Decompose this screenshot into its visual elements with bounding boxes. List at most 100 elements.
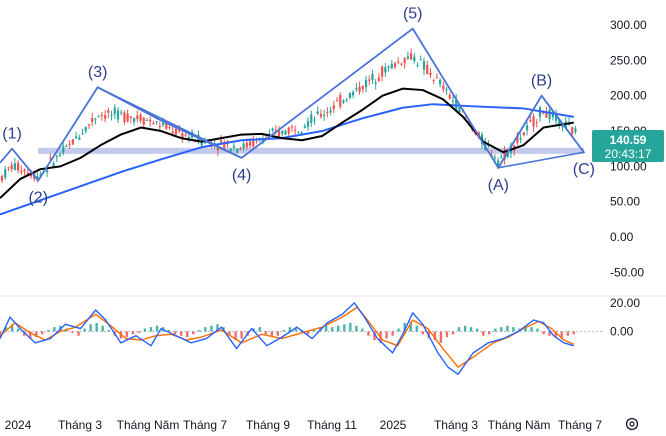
macd-bar	[125, 331, 129, 338]
candle-body	[406, 56, 410, 59]
candle-body	[516, 136, 519, 143]
candle-body	[23, 169, 26, 172]
candle-body	[97, 116, 100, 118]
candle-body	[387, 66, 390, 68]
candle-body	[20, 170, 23, 173]
time-axis-tick: Tháng 7	[558, 418, 602, 432]
candle-body	[435, 77, 438, 79]
candle-body	[352, 91, 355, 96]
wave-label: (B)	[531, 73, 552, 90]
time-axis-tick: 2024	[5, 418, 32, 432]
macd-bar	[240, 331, 243, 339]
candle-body	[236, 148, 239, 153]
candle-body	[49, 157, 52, 159]
candle-body	[487, 145, 490, 147]
macd-bar	[530, 327, 533, 332]
candle-body	[52, 163, 55, 167]
macd-signal-line	[0, 306, 575, 368]
candle-body	[84, 126, 87, 132]
candle-body	[271, 128, 274, 131]
macd-bar	[306, 331, 310, 335]
moving-average-short	[0, 87, 574, 199]
price-axis-tick: 100.00	[610, 159, 647, 173]
candle-body	[574, 128, 577, 133]
wave-label: (3)	[88, 64, 108, 81]
macd-bar	[137, 331, 141, 333]
macd-bar	[294, 328, 298, 332]
candle-body	[216, 147, 219, 151]
candle-body	[390, 63, 393, 69]
wave-label: (2)	[28, 189, 48, 206]
macd-bar	[186, 331, 189, 338]
macd-bar	[349, 322, 352, 332]
candle-body	[245, 142, 248, 148]
macd-bar	[355, 325, 358, 332]
macd-bar	[512, 327, 515, 332]
candle-body	[422, 61, 426, 70]
candle-body	[58, 154, 62, 157]
candlesticks	[0, 48, 577, 184]
candle-body	[342, 100, 345, 103]
candle-body	[413, 56, 416, 62]
time-axis-tick: Tháng 3	[434, 418, 478, 432]
candle-body	[416, 65, 419, 67]
macd-bar	[216, 324, 219, 332]
candle-body	[303, 126, 306, 128]
candle-body	[561, 126, 564, 128]
candle-body	[107, 110, 110, 113]
candle-body	[55, 156, 58, 158]
macd-bar	[228, 331, 231, 335]
candle-body	[232, 146, 236, 148]
candle-body	[252, 138, 255, 147]
macd-bar	[83, 328, 86, 332]
macd-bar	[385, 331, 388, 339]
candle-body	[142, 117, 145, 125]
candle-body	[281, 130, 284, 134]
candle-body	[500, 156, 503, 158]
settings-gear-icon[interactable]	[625, 417, 639, 431]
macd-bar	[180, 331, 183, 336]
candle-body	[448, 95, 451, 99]
candle-body	[181, 133, 184, 139]
time-axis-tick: Tháng 11	[307, 418, 357, 432]
macd-bar	[4, 327, 8, 332]
macd-bar	[270, 331, 273, 338]
macd-bar	[264, 331, 267, 335]
candle-body	[129, 116, 132, 118]
macd-bar	[204, 327, 207, 332]
candle-body	[364, 79, 368, 88]
macd-bar	[198, 330, 201, 332]
candle-body	[94, 118, 97, 120]
candle-body	[294, 129, 297, 131]
candle-body	[335, 100, 339, 102]
candle-body	[87, 124, 91, 126]
macd-bar	[324, 325, 328, 332]
candle-body	[174, 128, 178, 135]
candle-body	[451, 100, 455, 102]
macd-bar	[35, 331, 38, 338]
candle-body	[313, 119, 316, 121]
macd-bar	[192, 331, 195, 335]
candle-body	[297, 132, 300, 134]
candle-body	[229, 148, 232, 152]
candle-body	[123, 112, 126, 123]
macd-bar	[16, 328, 20, 332]
candle-body	[290, 126, 294, 128]
candle-body	[377, 77, 381, 81]
macd-bar	[210, 325, 213, 332]
macd-bar	[276, 331, 280, 336]
macd-bar	[500, 327, 503, 332]
candle-body	[213, 143, 216, 145]
candle-body	[316, 111, 319, 114]
candle-body	[410, 53, 413, 60]
candle-body	[139, 114, 142, 121]
macd-bar	[155, 325, 159, 332]
macd-bar	[494, 328, 497, 332]
candle-body	[71, 139, 74, 145]
axes: 300.00250.00200.00150.00100.0050.000.00-…	[0, 18, 666, 432]
time-axis-tick: Tháng 9	[246, 418, 290, 432]
candle-body	[319, 113, 323, 117]
candle-body	[426, 64, 429, 75]
candle-body	[368, 79, 371, 81]
